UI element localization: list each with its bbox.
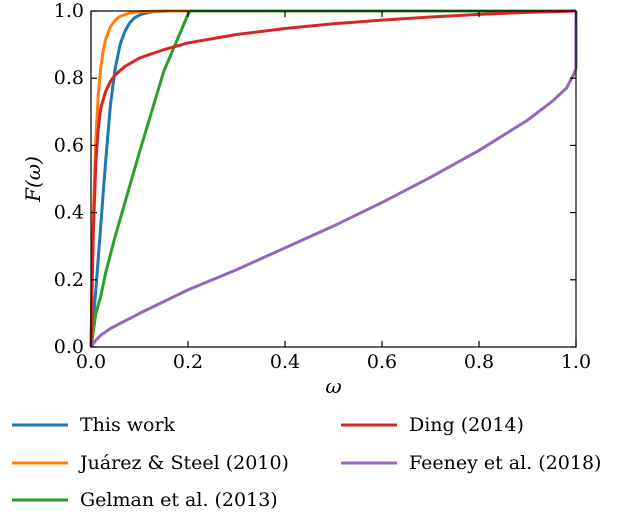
- legend-label: Gelman et al. (2013): [80, 489, 278, 511]
- plot-lines: [89, 9, 578, 348]
- legend-label: Feeney et al. (2018): [409, 452, 601, 474]
- axis-ticks: 0.0 0.2 0.4 0.6 0.8 1.0 0.0 0.2 0.4 0.6 0.8 1.0: [54, 0, 591, 373]
- y-tick-label: 0.8: [54, 67, 84, 89]
- y-tick-label: 0.4: [54, 202, 84, 224]
- plot-frame: [90, 10, 577, 348]
- y-axis-label: F(ω): [21, 156, 45, 203]
- series-line-0: [89, 9, 576, 348]
- x-tick-label: 0.4: [270, 351, 300, 373]
- x-tick-label: 0.2: [173, 351, 203, 373]
- legend-item-1: Juárez & Steel (2010): [12, 452, 289, 474]
- x-tick-label: 0.0: [76, 351, 106, 373]
- series-line-4: [89, 11, 578, 348]
- y-tick-label: 0.6: [54, 134, 84, 156]
- y-tick-label: 0.2: [54, 269, 84, 291]
- legend-item-0: This work: [12, 414, 176, 436]
- y-tick-label: 0.0: [54, 336, 84, 358]
- legend-item-2: Gelman et al. (2013): [12, 489, 278, 511]
- series-line-3: [89, 9, 577, 348]
- legend-item-4: Feeney et al. (2018): [341, 452, 601, 474]
- legend-label: Ding (2014): [409, 414, 524, 436]
- x-tick-label: 0.8: [464, 351, 494, 373]
- series-line-1: [89, 9, 576, 348]
- x-axis-label: ω: [325, 374, 341, 398]
- y-tick-label: 1.0: [54, 0, 84, 22]
- x-tick-label: 1.0: [561, 351, 591, 373]
- legend-label: This work: [80, 414, 176, 436]
- legend-item-3: Ding (2014): [341, 414, 524, 436]
- x-tick-label: 0.6: [367, 351, 397, 373]
- legend-label: Juárez & Steel (2010): [78, 452, 289, 474]
- legend: This work Juárez & Steel (2010) Gelman et …: [12, 414, 601, 511]
- series-line-2: [89, 9, 576, 348]
